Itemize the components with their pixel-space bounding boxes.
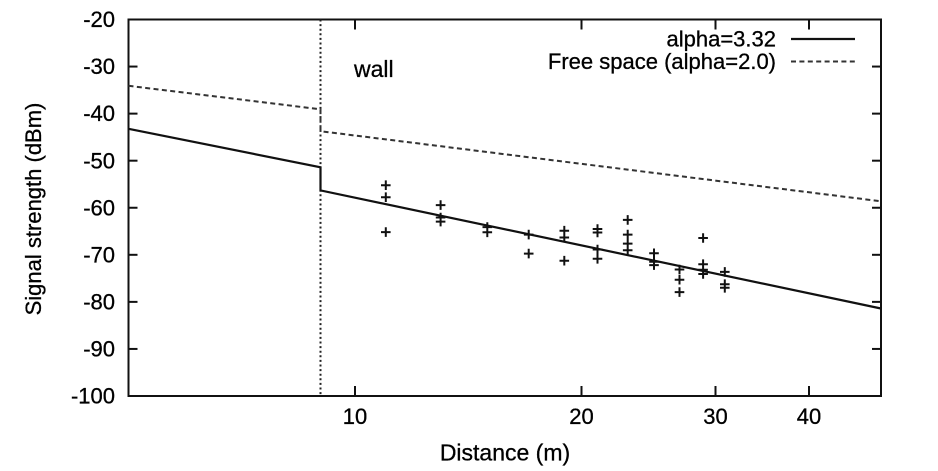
svg-text:wall: wall	[353, 56, 394, 82]
svg-text:Free space (alpha=2.0): Free space (alpha=2.0)	[548, 49, 776, 74]
svg-text:10: 10	[343, 404, 367, 429]
svg-text:-80: -80	[83, 290, 115, 315]
svg-text:-20: -20	[83, 7, 115, 32]
svg-text:-40: -40	[83, 101, 115, 126]
svg-text:-60: -60	[83, 195, 115, 220]
svg-text:-30: -30	[83, 54, 115, 79]
svg-text:-90: -90	[83, 337, 115, 362]
svg-text:Distance (m): Distance (m)	[440, 440, 570, 466]
svg-text:-50: -50	[83, 148, 115, 173]
svg-text:-100: -100	[71, 384, 115, 409]
svg-text:alpha=3.32: alpha=3.32	[667, 27, 777, 52]
svg-text:40: 40	[797, 404, 821, 429]
svg-text:-70: -70	[83, 242, 115, 267]
svg-text:30: 30	[703, 404, 727, 429]
svg-text:Signal strength (dBm): Signal strength (dBm)	[21, 103, 46, 316]
svg-text:20: 20	[569, 404, 593, 429]
